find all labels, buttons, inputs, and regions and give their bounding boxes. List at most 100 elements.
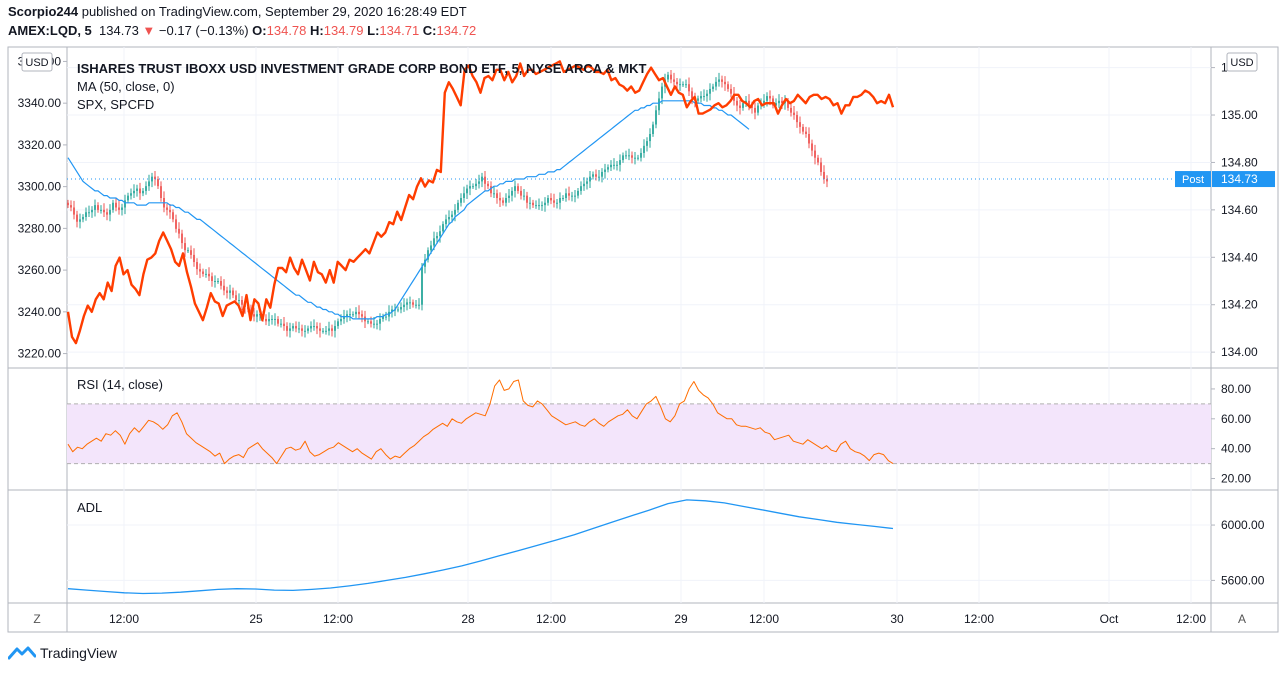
candle-body [790, 107, 792, 113]
candle-body [400, 307, 402, 310]
candle-body [349, 314, 351, 316]
candle-body [709, 88, 711, 94]
chart-canvas[interactable]: 12:00 25 12:00 28 12:00 29 12:00 30 12:00 Oct 12:0… [0, 44, 1280, 644]
candle-body [571, 195, 573, 197]
symbol-label: AMEX:LQD, 5 [8, 23, 92, 38]
publish-text: published on TradingView.com, September … [81, 4, 467, 19]
last-price-box [1212, 171, 1275, 188]
candle-body [322, 330, 324, 332]
candle-body [397, 309, 399, 311]
low-label: L: [367, 23, 380, 38]
candle-body [184, 243, 186, 251]
rsi-axis-tick-label: 60.00 [1221, 412, 1251, 426]
candle-body [523, 195, 525, 197]
candle-body [649, 133, 651, 142]
low-value: 134.71 [379, 23, 420, 38]
candle-body [124, 200, 126, 208]
candle-body [793, 112, 795, 116]
candle-body [82, 216, 84, 220]
candle-body [199, 269, 201, 272]
candle-body [820, 162, 822, 172]
left-currency-label: USD [25, 57, 48, 69]
candle-body [424, 259, 426, 267]
candle-body [763, 100, 765, 104]
left-axis-tick-label: 3240.00 [18, 305, 62, 319]
candle-body [271, 318, 273, 320]
candle-body [517, 186, 519, 191]
candle-body [742, 103, 744, 108]
candle-body [463, 193, 465, 199]
high-label: H: [310, 23, 324, 38]
time-tick-label: 29 [674, 612, 688, 626]
candle-body [460, 198, 462, 203]
candle-body [433, 238, 435, 246]
candle-body [481, 176, 483, 182]
candle-body [688, 84, 690, 92]
candle-body [502, 200, 504, 203]
candle-body [511, 190, 513, 196]
left-currency-box[interactable] [21, 52, 53, 72]
candle-body [301, 328, 303, 331]
chart-frame [7, 46, 1279, 633]
candle-body [613, 164, 615, 166]
candle-body [586, 181, 588, 184]
rsi-axis-tick-label: 40.00 [1221, 442, 1251, 456]
candle-body [334, 326, 336, 331]
candle-body [97, 205, 99, 210]
candle-body [646, 141, 648, 146]
candle-body [484, 176, 486, 184]
candle-body [817, 157, 819, 163]
candle-body [712, 86, 714, 89]
candle-body [658, 98, 660, 111]
candle-body [370, 321, 372, 324]
candle-body [220, 281, 222, 286]
candle-body [352, 314, 354, 316]
candle-body [574, 195, 576, 197]
candle-body [769, 96, 771, 99]
candle-body [640, 152, 642, 158]
candle-body [277, 318, 279, 324]
candle-body [436, 235, 438, 239]
candle-body [607, 167, 609, 170]
candle-body [145, 186, 147, 191]
candle-body [454, 209, 456, 215]
candle-body [619, 160, 621, 165]
candle-body [319, 328, 321, 331]
candle-body [265, 318, 267, 322]
candle-body [691, 91, 693, 99]
candle-body [103, 209, 105, 213]
close-value: 134.72 [436, 23, 477, 38]
candle-body [670, 74, 672, 80]
left-axis-tick-label: 3300.00 [18, 180, 62, 194]
candle-body [427, 250, 429, 260]
candle-body [727, 84, 729, 89]
publisher-username[interactable]: Scorpio244 [8, 4, 79, 19]
candle-body [205, 273, 207, 275]
a-button[interactable]: A [1238, 612, 1246, 626]
right-currency-box[interactable] [1226, 52, 1258, 72]
candle-body [697, 98, 699, 101]
candle-body [547, 198, 549, 203]
candle-body [268, 318, 270, 322]
right-axis-tick-label: 134.40 [1221, 250, 1258, 264]
candle-body [469, 186, 471, 189]
candle-body [565, 193, 567, 199]
candle-body [700, 96, 702, 99]
candle-body [808, 133, 810, 144]
candle-body [187, 250, 189, 252]
candle-body [166, 207, 168, 210]
z-button[interactable]: Z [33, 612, 40, 626]
candle-body [598, 176, 600, 178]
candle-body [85, 212, 87, 217]
spx-legend: SPX, SPCFD [77, 97, 154, 112]
open-value: 134.78 [266, 23, 307, 38]
candle-body [94, 205, 96, 210]
candle-body [682, 84, 684, 86]
candle-body [472, 186, 474, 188]
candle-body [223, 285, 225, 291]
tradingview-brand[interactable]: TradingView [8, 645, 117, 661]
time-tick-label: 12:00 [109, 612, 139, 626]
candle-body [292, 326, 294, 329]
candle-body [283, 323, 285, 327]
time-tick-label: Oct [1100, 612, 1119, 626]
